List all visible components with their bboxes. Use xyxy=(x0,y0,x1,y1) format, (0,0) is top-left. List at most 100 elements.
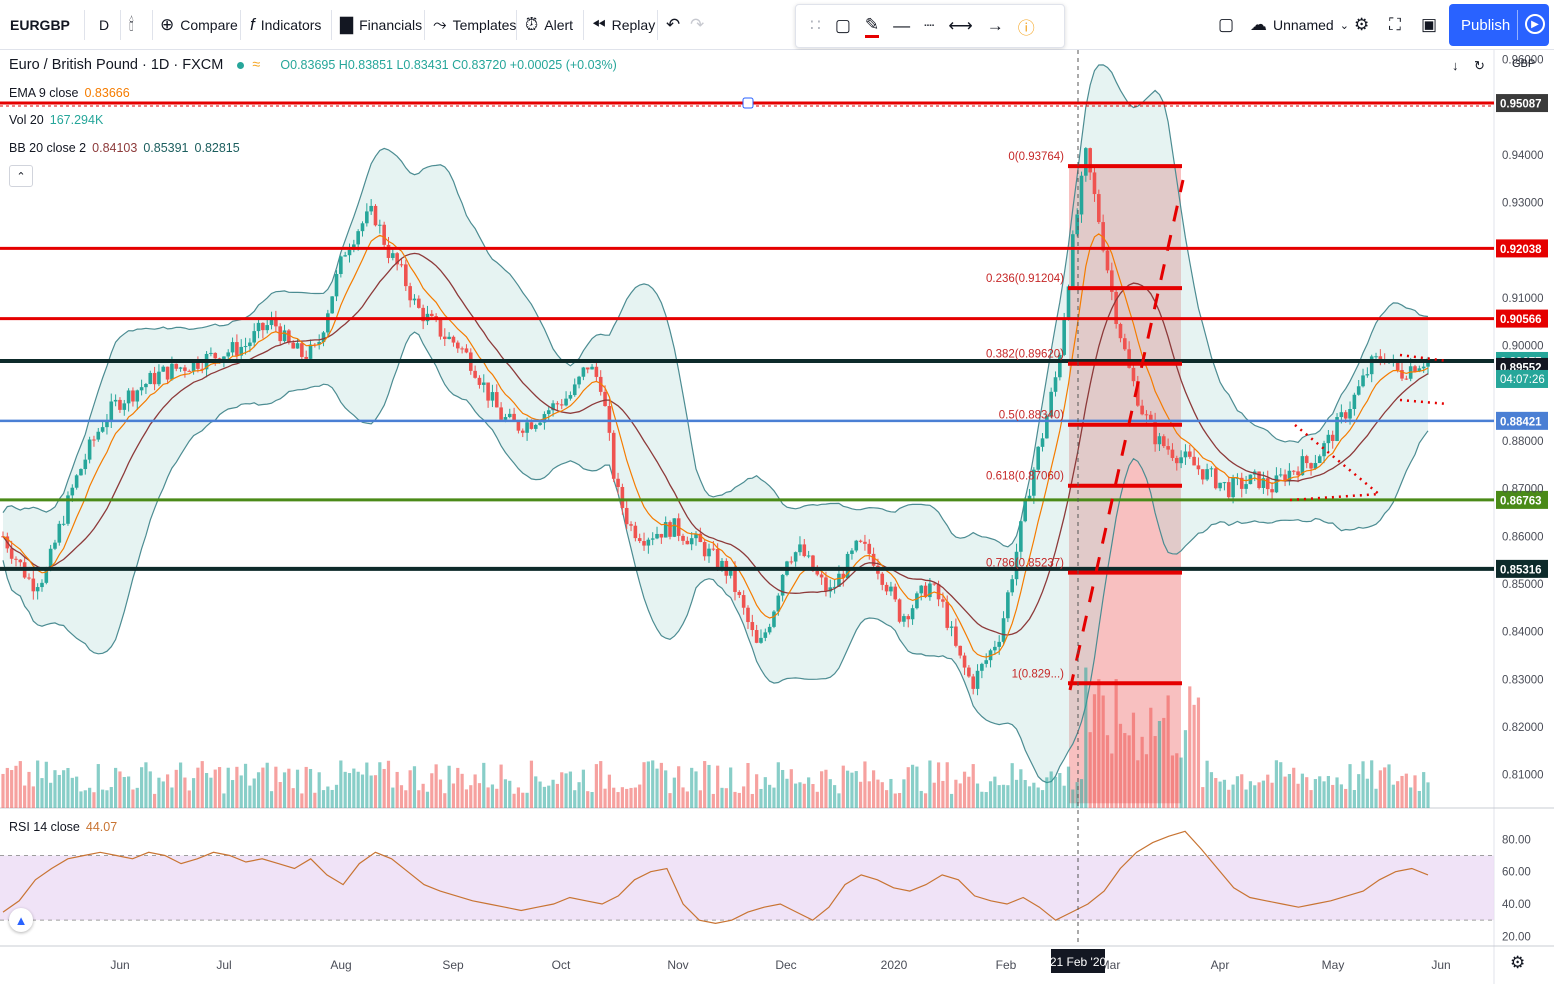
checkbox-button[interactable]: ▢ xyxy=(1218,0,1234,50)
rsi-legend[interactable]: RSI 14 close 44.07 xyxy=(9,820,117,834)
price-tick: 0.91000 xyxy=(1502,293,1544,305)
volume-bar xyxy=(5,767,9,808)
bb-legend[interactable]: BB 20 close 2 0.84103 0.85391 0.82815 xyxy=(9,141,240,155)
candle-body xyxy=(412,298,417,301)
candle-body xyxy=(343,255,347,257)
price-chart-svg[interactable]: 0(0.93764) 0.236(0.91204) 0.382(0.89620) 0.… xyxy=(0,50,1554,984)
chart-type-button[interactable]: 🕯︎ xyxy=(129,0,134,50)
publish-button[interactable]: Publish ▶ xyxy=(1449,4,1549,46)
fibonacci-levels[interactable]: 0(0.93764) 0.236(0.91204) 0.382(0.89620) 0.… xyxy=(986,151,1449,691)
tradingview-logo-icon[interactable]: ▲ xyxy=(9,908,33,932)
settings-button[interactable]: ⚙︎ xyxy=(1354,0,1369,50)
line-width-icon[interactable]: ┈ xyxy=(924,16,935,35)
candle-body xyxy=(131,390,135,402)
redo-button[interactable]: ↷ xyxy=(690,0,704,50)
volume-bar xyxy=(1309,790,1313,808)
volume-bar xyxy=(1097,679,1101,808)
candle-body xyxy=(1348,409,1352,419)
interval-button[interactable]: D xyxy=(99,0,109,50)
fullscreen-button[interactable]: ⛶ xyxy=(1389,0,1401,50)
candle-body xyxy=(61,523,66,525)
info-icon[interactable]: ⓘ xyxy=(1017,18,1035,38)
volume-bar xyxy=(988,781,993,808)
vol-legend[interactable]: Vol 20 167.294K xyxy=(9,113,103,127)
candle-body xyxy=(663,522,668,538)
candle-body xyxy=(1174,457,1179,464)
volume-bar xyxy=(1370,760,1374,808)
toolbar-divider xyxy=(120,10,121,40)
candle-body xyxy=(53,542,57,549)
volume-bar xyxy=(1266,774,1270,808)
price-axis[interactable]: 0.950870.920380.905660.896770.895520.884… xyxy=(1496,55,1548,944)
volume-bar xyxy=(356,771,360,808)
fib-level-label: 0.382(0.89620) xyxy=(986,349,1064,361)
volume-bar xyxy=(1114,679,1118,808)
scale-down-button[interactable]: ↓ xyxy=(1452,58,1459,73)
candle-body xyxy=(672,518,677,537)
time-settings-button[interactable]: ⚙︎ xyxy=(1510,953,1525,973)
financials-button[interactable]: ▇ Financials xyxy=(340,0,422,50)
layout-name-button[interactable]: ☁︎ Unnamed ⌄ xyxy=(1250,0,1349,50)
time-axis[interactable]: Jun Jul Aug Sep Oct Nov Dec 2020 Feb Mar Apr May Jun… xyxy=(110,949,1451,973)
candle-body xyxy=(1157,436,1162,445)
line-color-icon[interactable]: — xyxy=(893,16,911,35)
candle-body xyxy=(607,406,612,433)
crosshair-date-tag xyxy=(1051,949,1105,973)
symbol-search[interactable]: EURGBP xyxy=(10,0,70,50)
volume-bar xyxy=(217,767,222,808)
candle-body xyxy=(100,427,105,432)
collapse-legend-button[interactable]: ⌃ xyxy=(9,165,33,187)
replay-button[interactable]: ⏪︎ Replay xyxy=(592,0,655,50)
candle-body xyxy=(906,616,911,620)
chart-area[interactable]: 0(0.93764) 0.236(0.91204) 0.382(0.89620) 0.… xyxy=(0,50,1554,984)
candle-body xyxy=(27,577,31,579)
volume-bar xyxy=(1287,774,1291,808)
scale-refresh-button[interactable]: ↻ xyxy=(1474,58,1485,74)
alert-button[interactable]: ⏰︎ Alert xyxy=(525,0,573,50)
ema-legend[interactable]: EMA 9 close 0.83666 xyxy=(9,86,130,100)
volume-bar xyxy=(1066,766,1071,808)
candle-body xyxy=(1114,291,1118,324)
line-style-icon[interactable]: ⟷ xyxy=(948,16,973,35)
volume-bar xyxy=(157,777,161,808)
volume-bar xyxy=(62,770,66,808)
camera-icon: ▣ xyxy=(1421,15,1438,34)
toolbar-divider xyxy=(240,10,241,40)
candle-body xyxy=(1213,468,1218,489)
candle-body xyxy=(1339,412,1344,418)
volume-bar xyxy=(802,783,806,808)
line-end-icon[interactable]: → xyxy=(986,16,1004,35)
candle-body xyxy=(564,398,568,406)
candle-body xyxy=(1209,468,1214,470)
candle-body xyxy=(516,421,521,431)
volume-bar xyxy=(884,790,889,808)
candle-body xyxy=(702,542,707,557)
candle-body xyxy=(1001,618,1006,642)
compare-button[interactable]: ⊕ Compare xyxy=(160,0,238,50)
candle-body xyxy=(1023,498,1027,522)
candle-body xyxy=(958,645,963,656)
volume-bar xyxy=(79,791,83,808)
volume-bar xyxy=(703,761,707,808)
symbol-legend[interactable]: Euro / British Pound · 1D · FXCM ≈ O0.83… xyxy=(9,57,617,73)
candle-body xyxy=(1343,412,1348,419)
candle-body xyxy=(347,249,352,256)
volume-bar xyxy=(495,788,499,808)
volume-bar xyxy=(997,785,1001,808)
screenshot-button[interactable]: ▣ xyxy=(1421,0,1437,50)
candle-body xyxy=(1187,451,1192,457)
horizontal-levels[interactable] xyxy=(0,97,1494,571)
volume-bar xyxy=(599,761,603,808)
volume-bar xyxy=(269,791,274,808)
pencil-icon[interactable]: ✎ xyxy=(864,15,880,38)
drawing-handle[interactable] xyxy=(742,97,754,109)
template-select-icon[interactable]: ▢ xyxy=(834,16,851,35)
volume-bar xyxy=(815,791,819,808)
undo-button[interactable]: ↶ xyxy=(666,0,680,50)
candle-body xyxy=(1369,356,1374,375)
templates-button[interactable]: ⤳ Templates xyxy=(433,0,516,50)
drag-handle-icon[interactable]: ∷ xyxy=(810,16,821,35)
indicators-button[interactable]: f Indicators xyxy=(250,0,321,50)
volume-bar xyxy=(794,783,798,808)
volume-bar xyxy=(1071,789,1075,808)
